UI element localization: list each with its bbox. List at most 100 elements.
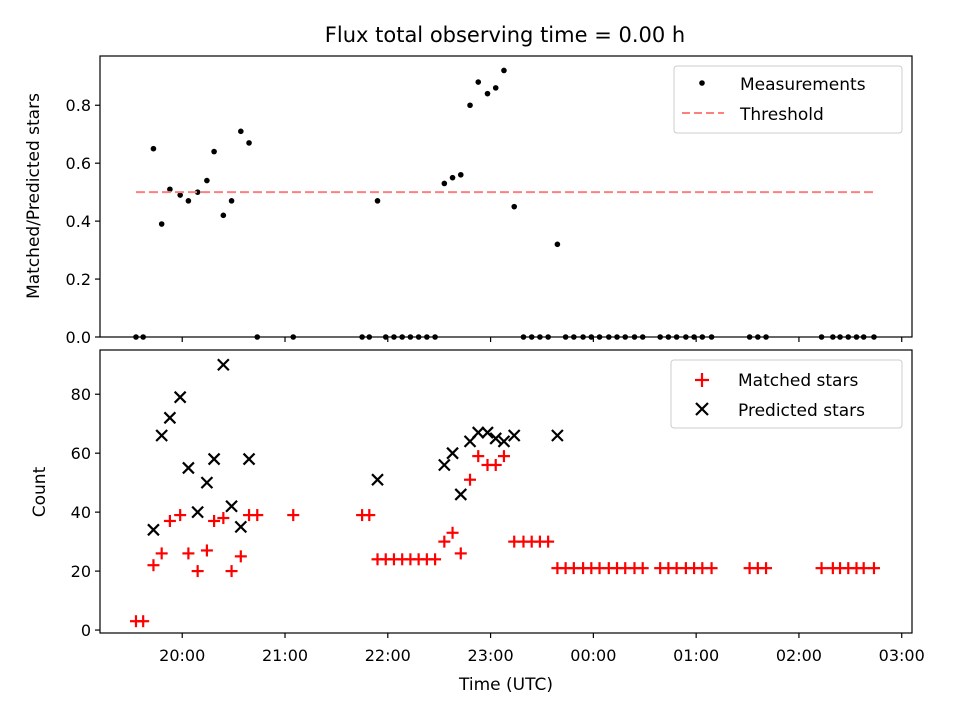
predicted-stars-point — [191, 505, 204, 519]
measurement-point — [432, 334, 438, 340]
count-y-axis-label: Count — [30, 466, 50, 517]
matched-stars-point — [815, 562, 828, 575]
matched-stars-point — [497, 450, 510, 463]
ratio-panel: Flux total observing time = 0.00 h Match… — [24, 23, 913, 347]
measurement-point — [177, 192, 183, 198]
measurement-point — [755, 334, 761, 340]
measurement-point — [657, 334, 663, 340]
matched-stars-point — [287, 509, 300, 522]
measurement-point — [133, 334, 139, 340]
matched-stars-point — [251, 509, 264, 522]
matched-stars-point — [636, 562, 649, 575]
matched-stars-point — [137, 615, 150, 628]
predicted-stars-point — [489, 432, 502, 445]
legend-predicted-label: Predicted stars — [738, 401, 865, 421]
measurement-point — [708, 334, 715, 340]
measurement-point — [254, 334, 261, 340]
ratio-data-marks — [133, 67, 877, 340]
measurement-point — [391, 334, 397, 340]
y-tick-label: 0.2 — [66, 270, 91, 289]
measurement-point — [562, 334, 569, 340]
matched-stars-point — [191, 565, 204, 578]
measurement-point — [484, 90, 491, 97]
matched-stars-point — [234, 550, 247, 563]
matched-stars-point — [147, 559, 160, 572]
count-plot-frame — [99, 349, 913, 634]
measurement-point — [238, 128, 244, 135]
matched-stars-point — [542, 535, 555, 548]
matched-stars-point — [446, 526, 459, 539]
count-panel: Count Time (UTC) 0 20 40 60 80 20:00 21:00 22:… — [30, 349, 925, 695]
measurement-point — [492, 85, 499, 91]
x-axis-label: Time (UTC) — [458, 675, 553, 695]
measurement-point — [228, 198, 235, 204]
matched-stars-point — [489, 458, 502, 471]
measurement-point — [746, 334, 753, 340]
measurement-point — [140, 334, 146, 340]
matched-stars-point — [217, 512, 230, 525]
measurement-point — [520, 334, 527, 340]
y-tick-label: 60 — [71, 444, 91, 463]
matched-stars-point — [429, 553, 442, 566]
legend-measurements-label: Measurements — [740, 75, 866, 95]
measurement-point — [605, 334, 612, 340]
measurement-point — [639, 334, 646, 340]
measurement-point — [290, 334, 297, 340]
predicted-stars-point — [438, 458, 451, 472]
measurement-point — [853, 334, 860, 340]
measurement-point — [501, 67, 507, 74]
measurement-point — [614, 334, 620, 340]
predicted-stars-point — [182, 461, 195, 475]
measurement-point — [374, 198, 381, 204]
matched-stars-point — [182, 547, 195, 560]
matched-stars-point — [760, 562, 773, 575]
count-x-ticks: 20:00 21:00 22:00 23:00 00:00 01:00 02:00 03:00 — [159, 633, 925, 665]
x-tick-label: 01:00 — [673, 646, 719, 665]
predicted-stars-point — [225, 499, 238, 513]
y-tick-label: 0.4 — [66, 212, 91, 231]
predicted-stars-point — [371, 473, 384, 486]
measurement-point — [845, 334, 852, 340]
measurement-point — [571, 334, 577, 340]
matched-stars-point — [705, 562, 718, 575]
measurement-point — [449, 174, 456, 181]
measurement-point — [554, 241, 561, 248]
measurement-point — [596, 334, 603, 340]
x-tick-label: 20:00 — [159, 646, 205, 665]
predicted-stars-point — [217, 358, 230, 372]
measurement-point — [763, 334, 769, 340]
legend-measurements-marker — [699, 80, 705, 86]
chart-title: Flux total observing time = 0.00 h — [325, 23, 685, 47]
matched-stars-point — [155, 547, 168, 560]
x-tick-label: 23:00 — [468, 646, 514, 665]
matched-stars-point — [363, 509, 376, 522]
measurement-point — [150, 145, 157, 152]
predicted-stars-point — [155, 429, 168, 442]
measurement-point — [167, 186, 173, 193]
matched-stars-point — [464, 473, 477, 486]
measurement-point — [246, 140, 252, 146]
predicted-stars-point — [507, 429, 521, 442]
matched-stars-point — [454, 547, 467, 560]
x-tick-label: 02:00 — [776, 646, 822, 665]
y-tick-label: 0.6 — [66, 154, 91, 173]
measurement-point — [382, 334, 389, 340]
count-y-ticks: 0 20 40 60 80 — [71, 385, 100, 640]
measurement-point — [830, 334, 836, 340]
y-tick-label: 0.0 — [66, 328, 91, 347]
predicted-stars-point — [207, 452, 221, 466]
measurement-point — [860, 334, 867, 340]
measurement-point — [399, 334, 405, 340]
predicted-stars-point — [497, 435, 511, 448]
measurement-point — [691, 334, 697, 340]
measurement-point — [415, 334, 422, 340]
measurement-point — [467, 102, 473, 109]
matched-stars-point — [225, 565, 238, 578]
count-legend-box — [670, 359, 903, 429]
x-tick-label: 22:00 — [365, 646, 411, 665]
predicted-stars-point — [481, 426, 494, 439]
measurement-point — [457, 171, 464, 178]
predicted-stars-point — [242, 452, 256, 466]
measurement-point — [683, 334, 689, 340]
